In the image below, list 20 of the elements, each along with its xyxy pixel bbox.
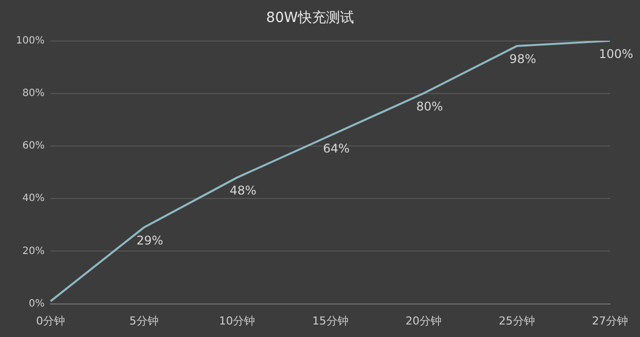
data-label: 100% <box>598 46 634 61</box>
y-tick-label: 80% <box>22 88 45 99</box>
x-tick-label: 5分钟 <box>129 314 158 328</box>
x-tick-label: 27分钟 <box>592 314 628 328</box>
y-tick-label: 60% <box>22 140 45 152</box>
data-label: 98% <box>509 52 536 66</box>
data-label: 29% <box>136 234 164 248</box>
x-tick-label: 15分钟 <box>312 314 348 328</box>
data-label: 64% <box>322 142 350 156</box>
data-label: 48% <box>230 184 256 198</box>
y-tick-label: 20% <box>22 246 45 257</box>
x-tick-label: 25分钟 <box>498 314 535 328</box>
x-tick-label: 20分钟 <box>406 314 442 328</box>
data-label: 80% <box>416 100 443 114</box>
x-tick-label: 10分钟 <box>219 314 256 328</box>
chart-title: 80W快充测试 <box>266 10 354 26</box>
y-tick-label: 0% <box>28 298 45 310</box>
x-tick-label: 0分钟 <box>36 314 66 328</box>
y-tick-label: 100% <box>16 35 45 46</box>
y-tick-label: 40% <box>22 193 45 204</box>
